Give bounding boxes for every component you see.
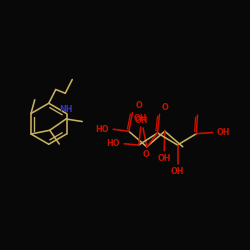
Text: OH: OH: [135, 116, 148, 125]
Text: O: O: [142, 150, 149, 159]
Text: OH: OH: [134, 114, 147, 123]
Text: O: O: [136, 102, 142, 110]
Text: OH: OH: [171, 168, 184, 176]
Text: NH: NH: [60, 104, 73, 114]
Text: OH: OH: [158, 154, 171, 163]
Text: OH: OH: [217, 128, 230, 137]
Text: HO: HO: [95, 125, 109, 134]
Text: HO: HO: [106, 139, 119, 148]
Text: O: O: [162, 103, 169, 112]
